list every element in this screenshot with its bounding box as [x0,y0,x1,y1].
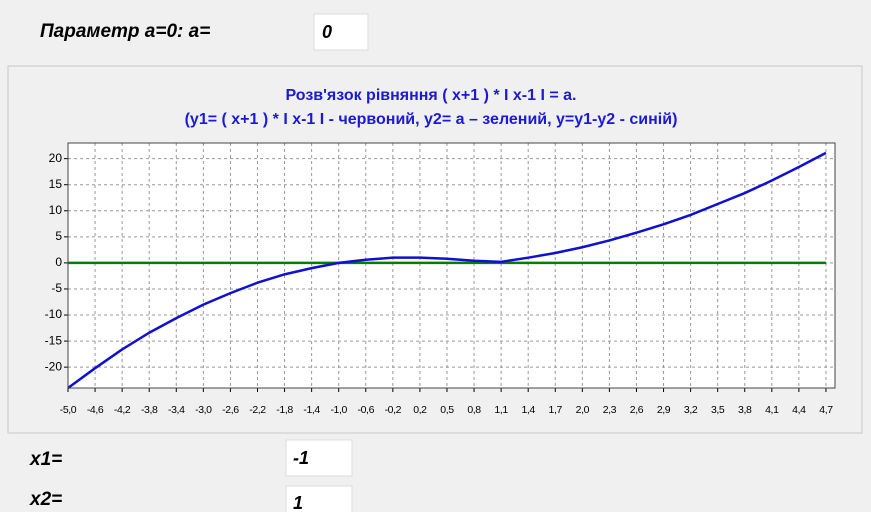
x-tick-label: 3,2 [684,404,698,416]
param-value: 0 [322,22,332,42]
y-tick-label: 10 [49,203,63,217]
plot-border [67,142,836,389]
y-tick-label: -20 [45,359,63,373]
y-tick-label: 15 [49,177,63,191]
x-tick-label: -2,2 [249,404,266,416]
x-tick-label: -3,8 [141,404,158,416]
x-tick-label: -1,4 [303,404,320,416]
x-tick-label: 2,6 [630,404,644,416]
x1-input[interactable] [285,439,353,477]
x-tick-label: 4,1 [765,404,779,416]
x2-label: x2= [29,489,62,510]
x-tick-label: 3,5 [711,404,725,416]
x-tick-label: 0,5 [440,404,454,416]
x-tick-label: -5,0 [60,404,77,416]
x-tick-label: 1,7 [549,404,563,416]
x-tick-label: -3,4 [168,404,185,416]
x-tick-label: -0,6 [358,404,375,416]
x-tick-label: 1,1 [494,404,508,416]
x-tick-label: -1,0 [330,404,347,416]
x-tick-label: 2,3 [603,404,617,416]
x1-label: x1= [29,449,62,470]
y-tick-label: 0 [55,255,62,269]
y-tick-label: -5 [51,281,62,295]
x-tick-label: -0,2 [385,404,402,416]
x-tick-label: -2,6 [222,404,239,416]
x1-value: -1 [293,448,309,468]
x-tick-label: -4,6 [87,404,104,416]
x-tick-label: 2,0 [576,404,590,416]
x-tick-label: -4,2 [114,404,131,416]
chart-title: Розв'язок рівняння ( x+1 ) * I x-1 I = a… [286,87,577,104]
param-label: Параметр a=0: a= [40,21,210,42]
x2-value: 1 [293,493,303,512]
y-tick-label: -15 [45,333,63,347]
x-tick-label: 3,8 [738,404,752,416]
y-tick-label: 20 [49,151,63,165]
x-tick-label: 2,9 [657,404,671,416]
x-tick-label: 4,7 [819,404,833,416]
param-input[interactable] [313,13,369,51]
x-tick-label: -1,8 [276,404,293,416]
x-tick-label: 4,4 [792,404,806,416]
x-tick-label: 0,2 [413,404,427,416]
y-tick-label: 5 [55,229,62,243]
x-tick-label: -3,0 [195,404,212,416]
y-tick-label: -10 [45,307,63,321]
x-tick-label: 1,4 [521,404,535,416]
series-line [67,151,827,390]
plot-area [68,143,835,388]
x-tick-label: 0,8 [467,404,481,416]
chart-subtitle: (y1= ( x+1 ) * I x-1 I - червоний, y2= a… [185,111,678,128]
x2-input[interactable] [285,485,353,512]
